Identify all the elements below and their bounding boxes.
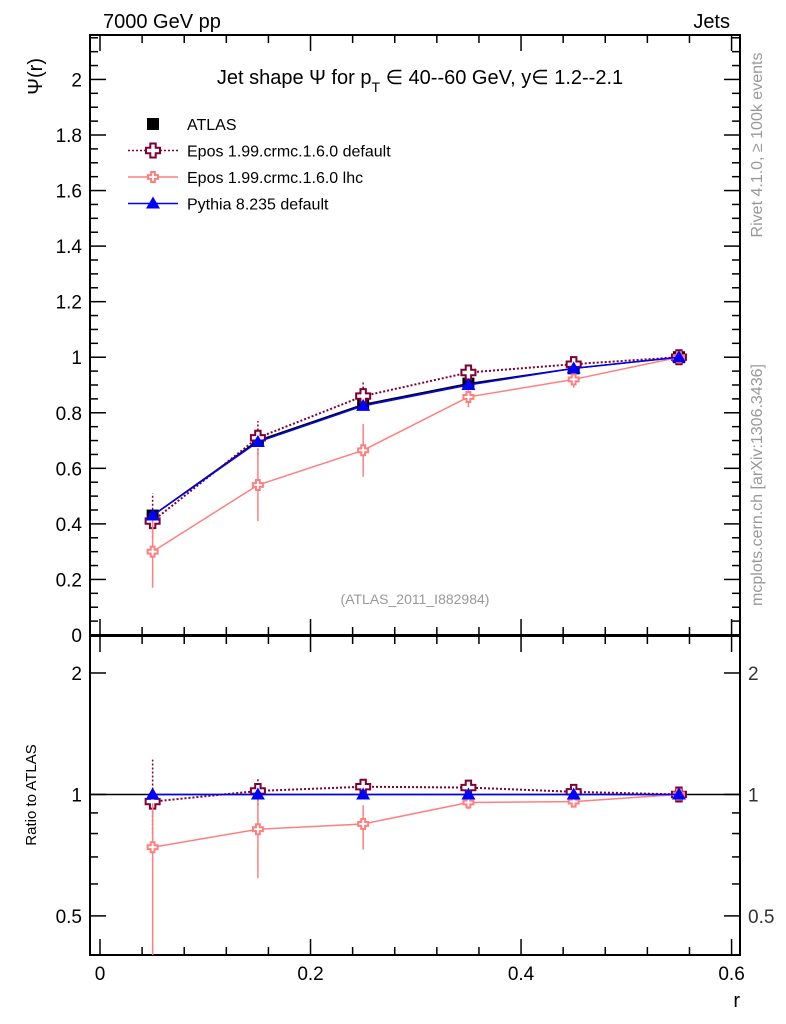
y-tick-label: 1.4 xyxy=(56,237,83,258)
legend-marker xyxy=(146,196,160,209)
y-tick-label-right: 1 xyxy=(748,785,759,806)
data-point-epos xyxy=(460,364,477,381)
data-point-epos xyxy=(567,373,580,386)
y-tick-label: 2 xyxy=(71,70,82,91)
header-right: Jets xyxy=(693,11,730,33)
legend-label: ATLAS xyxy=(187,117,237,134)
data-point-epos xyxy=(146,841,159,854)
data-point-epos xyxy=(357,817,370,830)
main-ylabel: Ψ(r) xyxy=(25,58,47,95)
data-point-pythia xyxy=(671,787,686,800)
legend-marker xyxy=(147,118,159,130)
data-point-epos xyxy=(251,479,264,491)
legend-label: Epos 1.99.crmc.1.6.0 lhc xyxy=(187,170,363,187)
y-tick-label: 0.4 xyxy=(56,515,83,536)
series-line-epos-1-99-crmc-1-6-0-lhc xyxy=(152,793,679,848)
data-point-epos xyxy=(355,388,372,405)
y-tick-label: 1 xyxy=(71,785,82,806)
mcplots-label: mcplots.cern.ch [arXiv:1306.3436] xyxy=(749,364,766,606)
y-tick-label: 0.5 xyxy=(56,907,82,928)
chart-title: Jet shape Ψ for pT ∈ 40--60 GeV, y∈ 1.2-… xyxy=(217,67,623,95)
xlabel: r xyxy=(733,990,740,1012)
data-point-epos xyxy=(567,795,580,808)
data-point-pythia xyxy=(356,787,371,800)
data-point-epos xyxy=(462,390,475,403)
y-tick-label: 0 xyxy=(71,626,82,647)
header-left: 7000 GeV pp xyxy=(103,11,221,33)
y-tick-label-right: 0.5 xyxy=(748,907,774,928)
x-tick-label: 0.4 xyxy=(508,964,535,985)
data-point-pythia xyxy=(461,378,476,390)
data-point-pythia xyxy=(250,434,265,447)
data-point-epos xyxy=(357,444,370,457)
data-point-pythia xyxy=(145,508,160,521)
data-point-epos xyxy=(251,823,264,836)
data-point-pythia xyxy=(461,787,476,800)
data-point-epos xyxy=(462,796,475,809)
y-tick-label: 1.8 xyxy=(56,126,82,147)
y-tick-label-right: 2 xyxy=(748,664,759,685)
series-line-epos-1-99-crmc-1-6-0-default xyxy=(152,356,680,522)
data-point-pythia xyxy=(356,398,371,411)
y-tick-label: 0.8 xyxy=(56,404,82,425)
y-tick-label: 2 xyxy=(71,664,82,685)
data-point-pythia xyxy=(566,787,581,800)
x-tick-label: 0.2 xyxy=(297,964,323,985)
panel-frame-1 xyxy=(89,635,741,956)
rivet-label: Rivet 4.1.0, ≥ 100k events xyxy=(749,53,766,238)
y-tick-label: 0.6 xyxy=(56,459,82,480)
series-line-epos-1-99-crmc-1-6-0-default xyxy=(152,785,679,803)
data-point-pythia xyxy=(566,361,581,374)
y-tick-label: 1 xyxy=(71,348,82,369)
legend-label: Epos 1.99.crmc.1.6.0 default xyxy=(187,144,391,161)
y-tick-label: 1.2 xyxy=(56,293,82,314)
series-line-epos-1-99-crmc-1-6-0-lhc xyxy=(152,356,680,553)
legend-marker xyxy=(147,171,159,183)
legend-marker xyxy=(145,142,161,159)
data-point-pythia xyxy=(671,350,686,363)
data-point-epos xyxy=(146,545,159,558)
legend-label: Pythia 8.235 default xyxy=(187,197,329,214)
analysis-annotation: (ATLAS_2011_I882984) xyxy=(341,591,490,607)
x-tick-label: 0 xyxy=(95,964,106,985)
series-line-pythia-8-235-default xyxy=(152,356,680,517)
ratio-ylabel: Ratio to ATLAS xyxy=(23,744,40,845)
y-tick-label: 0.2 xyxy=(56,570,82,591)
data-point-pythia xyxy=(145,787,160,800)
y-tick-label: 1.6 xyxy=(56,182,82,203)
series-line-atlas xyxy=(152,356,680,517)
data-point-pythia xyxy=(250,787,265,800)
x-tick-label: 0.6 xyxy=(718,964,744,985)
